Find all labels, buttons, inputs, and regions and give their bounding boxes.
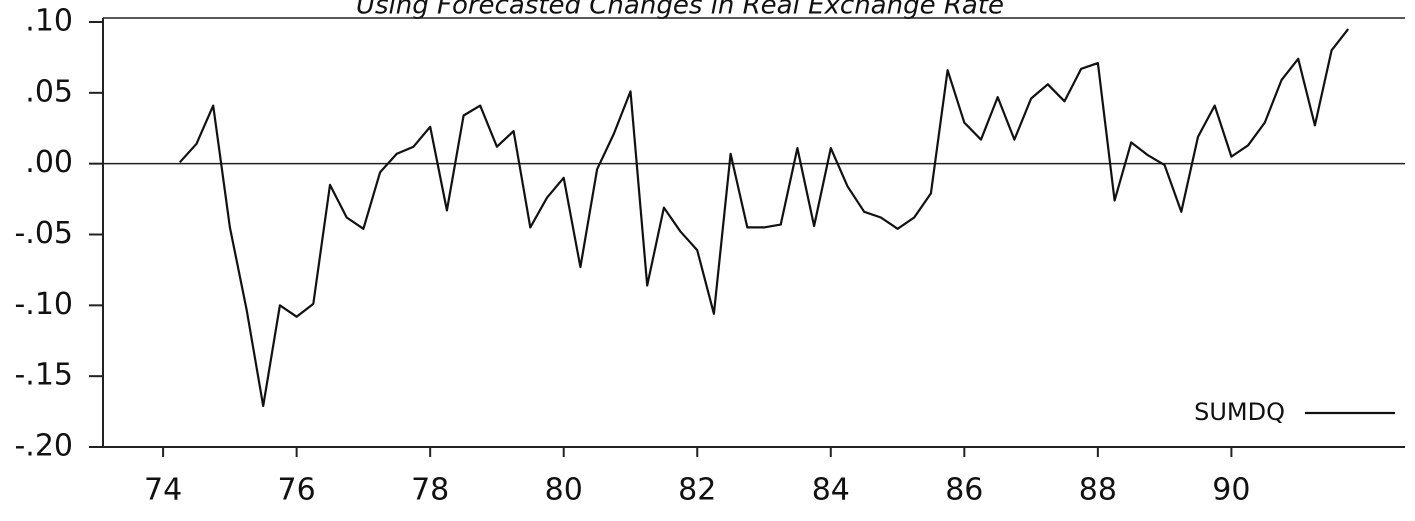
x-tick-label: 88 <box>1079 473 1117 508</box>
x-tick-label: 74 <box>144 473 182 508</box>
y-tick-label: -.15 <box>14 358 73 393</box>
y-tick-label: -.10 <box>14 287 73 322</box>
y-tick-label: .05 <box>25 74 73 109</box>
x-tick-label: 90 <box>1212 473 1250 508</box>
x-tick-label: 78 <box>411 473 449 508</box>
x-tick-label: 86 <box>945 473 983 508</box>
x-tick-label: 76 <box>278 473 316 508</box>
y-tick-label: -.05 <box>14 216 73 251</box>
y-tick-label: .10 <box>25 4 73 39</box>
series-line <box>178 28 1350 407</box>
chart-title: Using Forecasted Changes in Real Exchang… <box>356 0 1004 21</box>
y-tick-label: -.20 <box>14 429 73 464</box>
legend-label: SUMDQ <box>1194 398 1285 426</box>
x-tick-label: 80 <box>545 473 583 508</box>
x-tick-label: 82 <box>678 473 716 508</box>
y-tick-label: .00 <box>25 145 73 180</box>
x-tick-label: 84 <box>812 473 850 508</box>
